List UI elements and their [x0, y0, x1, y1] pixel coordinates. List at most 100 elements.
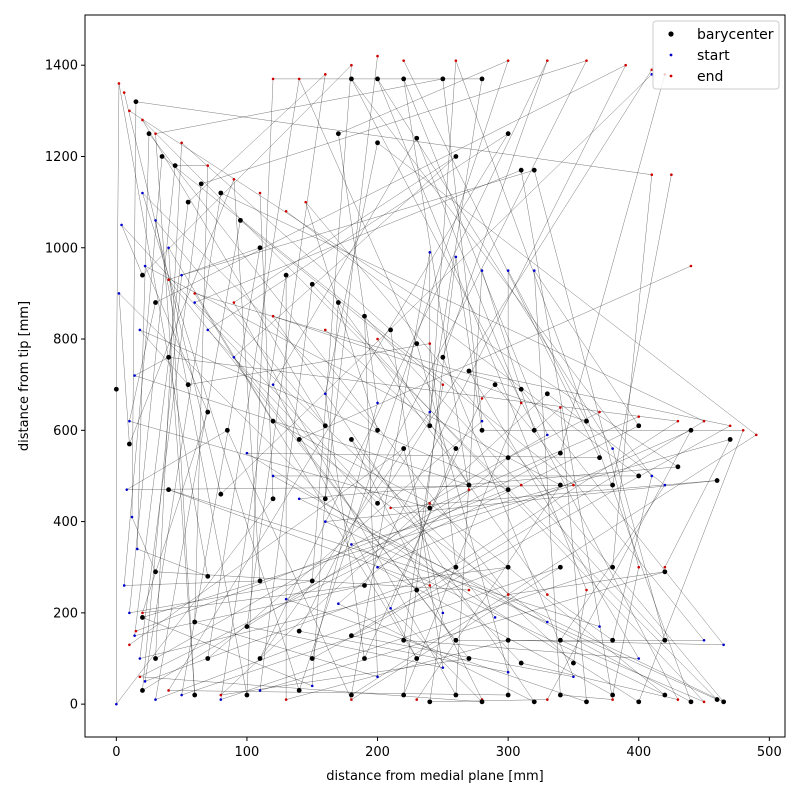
trajectory-segment: [390, 329, 444, 668]
point-barycenter: [322, 496, 328, 502]
point-start: [493, 616, 497, 619]
trajectory-segment: [272, 475, 692, 703]
point-end: [304, 200, 308, 204]
trajectory-segment: [338, 302, 548, 595]
trajectory-segment: [139, 425, 639, 677]
point-end: [193, 292, 197, 295]
trajectory-segment: [142, 119, 326, 426]
point-barycenter: [205, 573, 211, 579]
point-barycenter: [505, 131, 511, 137]
trajectory-segment: [299, 630, 509, 673]
point-barycenter: [140, 272, 145, 278]
trajectory-segment: [534, 270, 639, 426]
trajectory-segment: [403, 640, 639, 659]
point-start: [138, 657, 142, 660]
point-barycenter: [270, 496, 276, 502]
trajectory-segment: [560, 407, 587, 702]
point-barycenter: [675, 464, 681, 470]
data-points: [113, 54, 758, 706]
point-barycenter: [466, 368, 472, 374]
trajectory-segment: [118, 293, 130, 445]
trajectory-segment: [325, 142, 378, 394]
point-start: [702, 638, 706, 642]
point-end: [585, 588, 588, 592]
point-end: [611, 698, 614, 701]
point-start: [323, 520, 327, 523]
trajectory-segment: [233, 179, 261, 581]
trajectory-segment: [134, 202, 189, 636]
point-barycenter: [362, 656, 367, 661]
point-end: [637, 565, 641, 569]
point-end: [167, 278, 170, 282]
trajectory-segment: [116, 83, 120, 390]
point-barycenter: [192, 619, 198, 625]
point-end: [454, 59, 458, 62]
trajectory-segment: [560, 640, 705, 703]
point-barycenter: [414, 341, 420, 346]
trajectory-segment: [286, 452, 561, 600]
y-tick-label: 0: [70, 698, 78, 713]
legend-label-barycenter: barycenter: [697, 27, 774, 43]
point-start: [143, 264, 147, 268]
point-end: [402, 59, 405, 62]
point-barycenter: [309, 281, 315, 287]
trajectory-segment: [377, 78, 587, 591]
trajectory-segment: [134, 585, 365, 636]
trajectory-segment: [325, 393, 365, 659]
point-barycenter: [257, 656, 263, 661]
point-start: [133, 374, 136, 377]
trajectory-lines: [116, 56, 757, 705]
point-barycenter: [544, 391, 550, 397]
trajectory-segment: [155, 434, 548, 659]
point-barycenter: [479, 699, 485, 705]
point-end: [598, 410, 601, 414]
legend-marker-start: [669, 53, 673, 57]
point-barycenter: [636, 423, 642, 429]
trajectory-segment: [155, 142, 182, 659]
trajectory-segment: [521, 662, 678, 700]
point-barycenter: [218, 190, 224, 196]
point-start: [337, 602, 340, 606]
point-end: [428, 342, 432, 345]
point-end: [258, 191, 262, 195]
point-barycenter: [492, 382, 498, 388]
trajectory-segment: [129, 448, 404, 645]
point-start: [115, 702, 118, 706]
point-start: [598, 625, 601, 628]
trajectory-segment: [155, 220, 241, 700]
point-barycenter: [531, 427, 537, 433]
point-start: [650, 73, 654, 76]
point-barycenter: [309, 656, 315, 661]
trajectory-segment: [547, 430, 692, 700]
point-barycenter: [153, 656, 158, 661]
trajectory-segment: [481, 384, 496, 399]
point-end: [232, 177, 236, 181]
point-end: [284, 698, 288, 701]
trajectory-segment: [429, 612, 444, 702]
point-start: [480, 269, 484, 272]
trajectory-segment: [139, 676, 483, 703]
point-start: [258, 689, 262, 692]
trajectory-segment: [168, 247, 195, 696]
trajectory-segment: [377, 142, 757, 436]
point-start: [180, 273, 183, 277]
y-tick-label: 600: [53, 424, 78, 439]
trajectory-segment: [299, 60, 587, 632]
trajectory-segment: [135, 489, 509, 632]
point-barycenter: [257, 578, 263, 584]
point-barycenter: [427, 505, 433, 511]
point-start: [611, 447, 614, 450]
point-end: [546, 593, 549, 596]
trajectory-segment: [259, 60, 548, 659]
trajectory-segment: [305, 202, 724, 702]
point-barycenter: [362, 313, 367, 319]
point-end: [702, 700, 706, 704]
trajectory-segment: [351, 252, 430, 696]
point-barycenter: [296, 628, 302, 634]
point-end: [585, 59, 588, 62]
point-barycenter: [146, 131, 152, 137]
point-barycenter: [557, 692, 563, 698]
trajectory-segment: [455, 60, 692, 702]
point-end: [141, 611, 144, 615]
trajectory-segment: [508, 411, 600, 458]
